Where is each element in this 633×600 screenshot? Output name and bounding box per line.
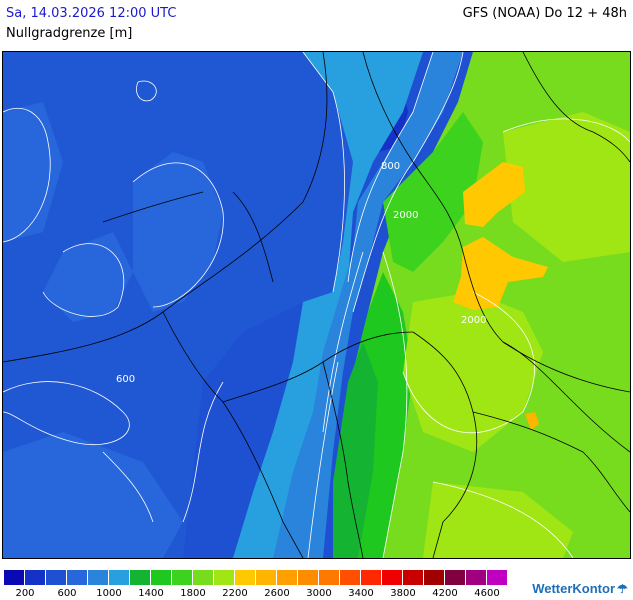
legend-swatch [277, 570, 298, 585]
legend-swatch [25, 570, 46, 585]
blue-patch-2 [43, 232, 133, 322]
legend-swatch [424, 570, 445, 585]
legend-swatch [403, 570, 424, 585]
contour-label: 2000 [393, 210, 418, 221]
blue-patch-3 [3, 102, 63, 242]
contour-label: 600 [116, 374, 135, 385]
transition-band-lightblue [233, 52, 423, 558]
legend-swatch [4, 570, 25, 585]
contour-label: 800 [381, 161, 400, 172]
legend-tick-label: 2200 [222, 588, 248, 599]
green-zone-north [383, 112, 483, 272]
legend-swatch [319, 570, 340, 585]
legend-swatch [214, 570, 235, 585]
warm-cell-east [453, 237, 548, 310]
legend-swatch [130, 570, 151, 585]
legend-tick-label: 1800 [180, 588, 206, 599]
brand-logo: WetterKontor ☂ [532, 581, 628, 596]
blue-patch-1 [133, 152, 223, 312]
legend-tick-label: 3400 [348, 588, 374, 599]
legend-swatch [109, 570, 130, 585]
legend-tick-label: 1400 [138, 588, 164, 599]
legend-tick-label: 4600 [474, 588, 500, 599]
green-zone-deep [333, 342, 378, 558]
legend-swatch [256, 570, 277, 585]
legend-swatch [151, 570, 172, 585]
map-canvas: 600 800 2000 2000 [3, 52, 630, 558]
legend-swatch [67, 570, 88, 585]
legend-swatch [193, 570, 214, 585]
yellow-green-zone-south [423, 482, 573, 558]
legend-tick-label: 2600 [264, 588, 290, 599]
model-run-info: GFS (NOAA) Do 12 + 48h [462, 6, 627, 21]
legend-tick-label: 600 [57, 588, 77, 599]
brand-name: WetterKontor [532, 581, 615, 596]
blue-patch-south [3, 432, 183, 558]
legend-swatch [235, 570, 256, 585]
transition-band-mid [273, 52, 463, 558]
legend-swatch [46, 570, 67, 585]
legend-swatch [361, 570, 382, 585]
isoline-group [3, 52, 630, 558]
legend-tick-label: 3000 [306, 588, 332, 599]
country-borders [3, 52, 630, 558]
yellow-green-zone [403, 292, 543, 452]
legend-tick-label: 1000 [96, 588, 122, 599]
rain-cloud-icon: ☂ [617, 582, 628, 596]
legend-swatch [487, 570, 508, 585]
freezing-level-map: 600 800 2000 2000 [2, 51, 631, 559]
legend-swatch [298, 570, 319, 585]
legend-tick-label: 3800 [390, 588, 416, 599]
yellow-green-zone-ne [503, 112, 630, 262]
forecast-datetime: Sa, 14.03.2026 12:00 UTC [6, 6, 177, 21]
legend-swatch [172, 570, 193, 585]
parameter-title: Nullgradgrenze [m] [6, 26, 133, 41]
blue-zone-west [3, 52, 353, 558]
legend-swatch [88, 570, 109, 585]
contour-label: 2000 [461, 315, 486, 326]
legend-tick-label: 4200 [432, 588, 458, 599]
legend-swatch [445, 570, 466, 585]
legend-swatch [466, 570, 487, 585]
legend-tick-label: 200 [15, 588, 35, 599]
legend-swatch [382, 570, 403, 585]
warm-cell-south [525, 412, 539, 430]
warm-cell-north [463, 162, 525, 227]
legend-swatch [340, 570, 361, 585]
